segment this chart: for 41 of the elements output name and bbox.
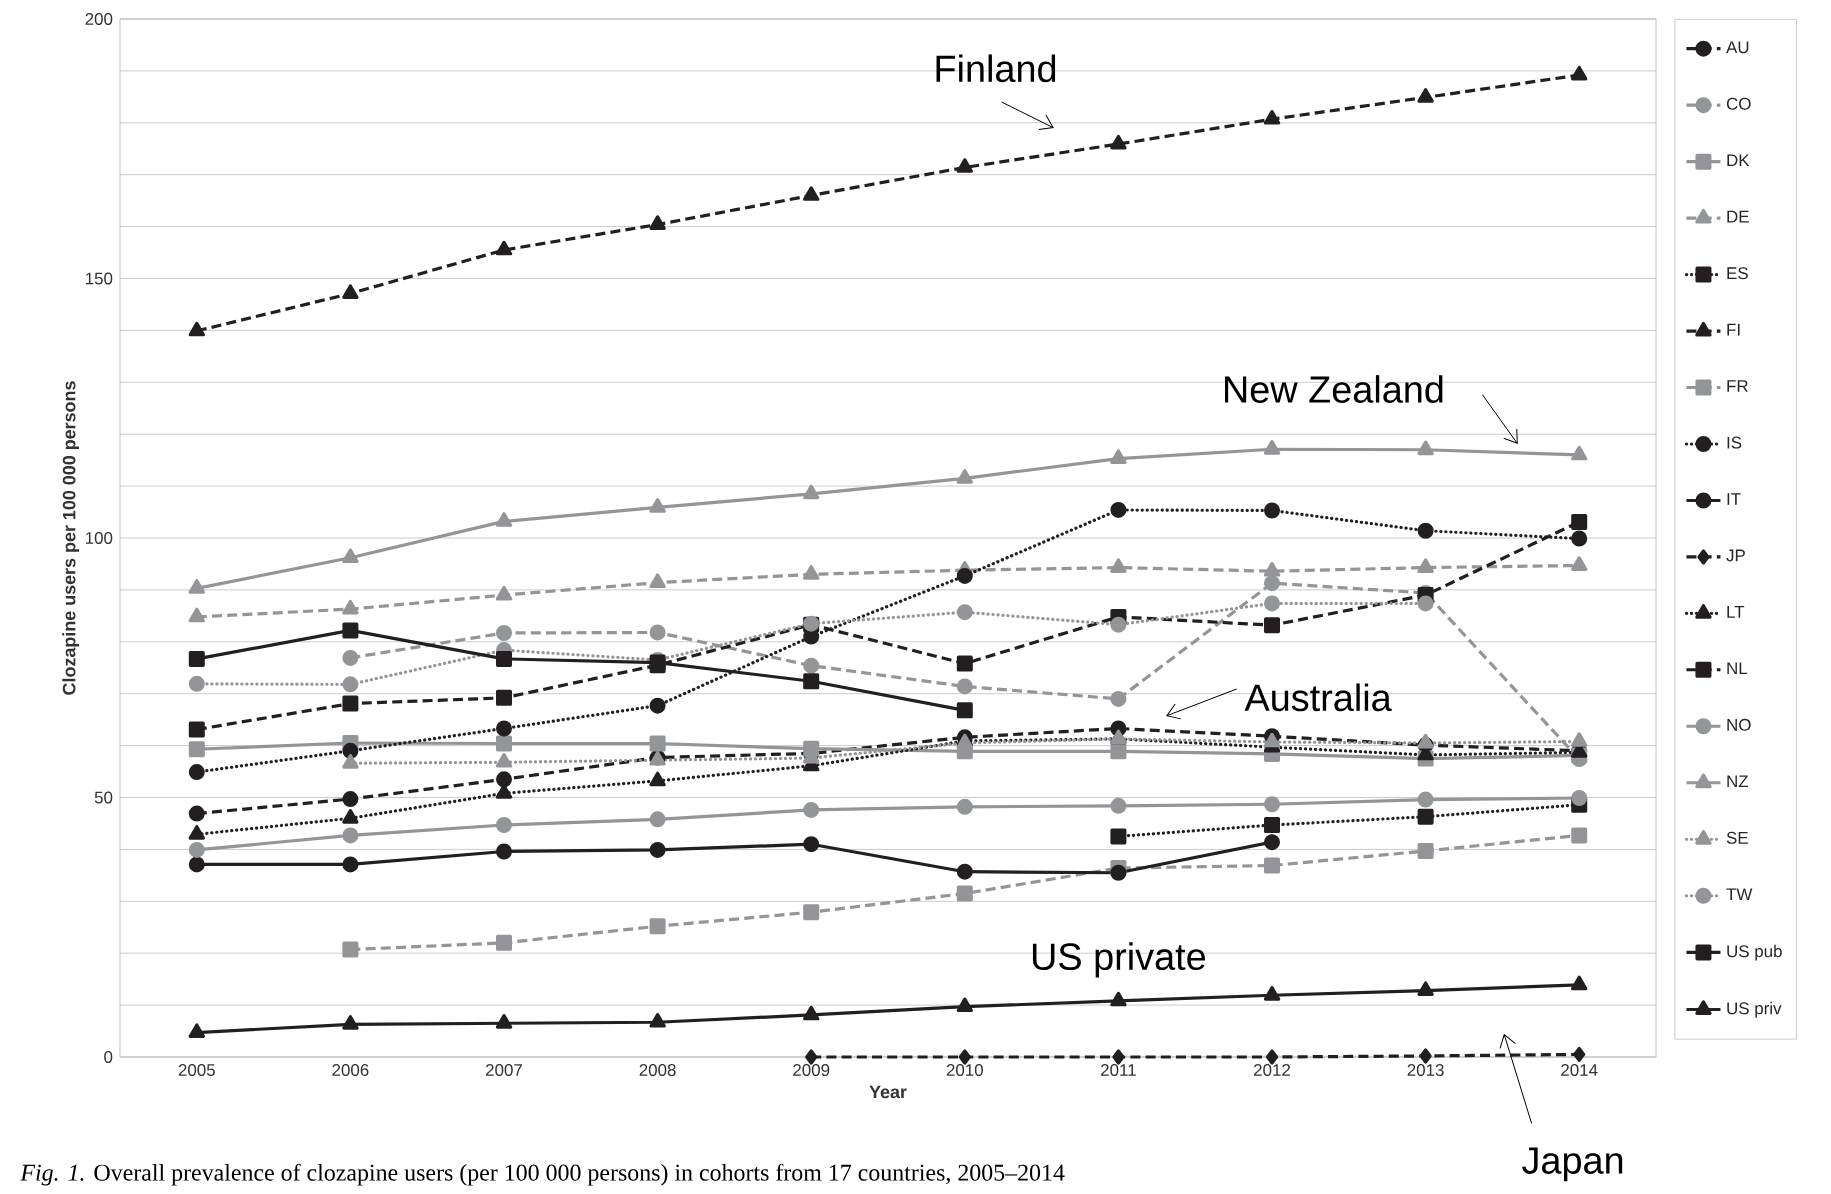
annotation: New Zealand (1225, 375, 1443, 403)
y-tick-label: 150 (85, 272, 113, 285)
legend-label: TW (1726, 888, 1753, 901)
text: Fig. 1. Overall prevalence of clozapine users (per 100 000 persons) in cohorts from 17 countries, 2005–2014 (20, 1163, 1065, 1186)
x-tick-label: 2012 (1254, 1064, 1290, 1077)
y-tick-label: 0 (104, 1051, 113, 1063)
y-tick-label: 50 (94, 791, 113, 804)
x-tick-label: 2008 (639, 1064, 676, 1077)
legend-label: SE (1726, 831, 1748, 844)
legend-label: US priv (1727, 1001, 1782, 1018)
legend-label: LT (1727, 606, 1745, 618)
x-axis-title: Year (869, 1085, 907, 1099)
x-tick-label: 2013 (1407, 1064, 1444, 1077)
x-tick-label: 2009 (793, 1064, 830, 1077)
legend-label: FR (1727, 380, 1748, 392)
y-tick-label: 200 (85, 13, 113, 25)
legend-label: NO (1727, 718, 1751, 731)
legend-label: ES (1727, 267, 1748, 280)
legend-label: AU (1726, 41, 1749, 54)
legend-label: IT (1727, 493, 1741, 505)
y-tick-label: 100 (85, 532, 113, 544)
annotation: US private (1032, 942, 1206, 978)
legend-label: NL (1727, 662, 1748, 675)
x-tick-label: 2007 (486, 1064, 522, 1077)
annotation: Australia (1244, 683, 1392, 712)
y-axis-title: Clozapine users per 100 000 persons (62, 381, 80, 695)
x-tick-label: 2011 (1101, 1064, 1136, 1077)
x-tick-label: 2010 (946, 1064, 983, 1077)
legend-label: JP (1726, 549, 1745, 562)
x-tick-label: 2006 (332, 1064, 369, 1077)
legend-label: DE (1727, 210, 1749, 223)
legend-label: NZ (1727, 775, 1749, 788)
legend-label: US pub (1727, 944, 1782, 961)
x-tick-label: 2014 (1561, 1064, 1598, 1077)
text: Japan (1522, 1147, 1623, 1182)
legend-label: CO (1726, 97, 1751, 110)
annotation: Finland (936, 54, 1056, 83)
legend-label: FI (1727, 323, 1740, 336)
legend-label: IS (1727, 436, 1742, 449)
legend-label: DK (1727, 154, 1750, 167)
x-tick-label: 2005 (178, 1064, 215, 1077)
